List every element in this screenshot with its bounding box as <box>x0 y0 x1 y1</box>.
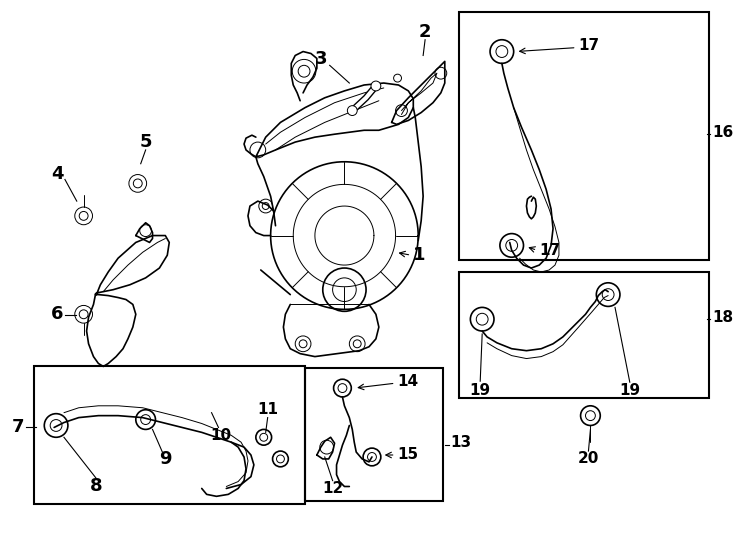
Text: 3: 3 <box>315 50 327 69</box>
Text: 2: 2 <box>419 23 432 41</box>
Text: 15: 15 <box>398 448 418 462</box>
Text: 18: 18 <box>713 310 733 325</box>
Text: 19: 19 <box>470 382 491 397</box>
Text: 14: 14 <box>398 374 418 389</box>
Text: 20: 20 <box>578 451 599 467</box>
Text: 17: 17 <box>578 38 600 53</box>
Text: 10: 10 <box>210 428 231 443</box>
Text: 16: 16 <box>713 125 734 140</box>
Bar <box>459 272 708 398</box>
Text: 6: 6 <box>51 305 63 323</box>
Text: 8: 8 <box>90 477 103 496</box>
Text: 7: 7 <box>12 418 24 436</box>
Text: 19: 19 <box>619 382 640 397</box>
Text: 11: 11 <box>257 402 278 417</box>
Text: 4: 4 <box>51 165 63 183</box>
Circle shape <box>371 81 381 91</box>
Bar <box>459 12 708 260</box>
Bar <box>34 367 305 504</box>
Text: 13: 13 <box>451 435 472 450</box>
Bar <box>305 368 443 501</box>
Text: 1: 1 <box>413 246 426 264</box>
Text: 17: 17 <box>539 243 560 258</box>
Text: 5: 5 <box>139 133 152 151</box>
Text: 12: 12 <box>322 481 344 496</box>
Text: 9: 9 <box>159 450 172 468</box>
Circle shape <box>347 106 357 116</box>
